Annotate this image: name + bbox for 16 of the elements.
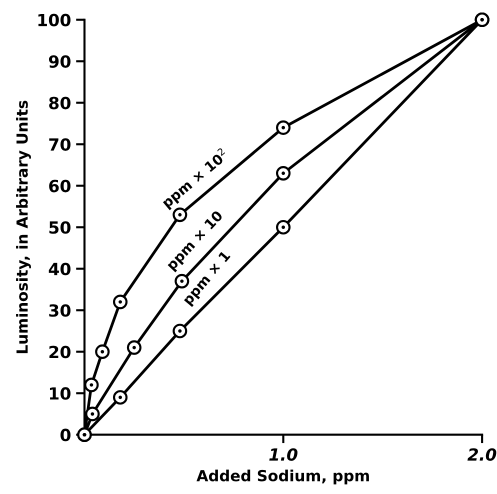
y-tick-label: 0 bbox=[60, 428, 70, 442]
y-tick-label: 40 bbox=[48, 262, 70, 276]
annotation: ppm × 10$^{2}$ bbox=[160, 148, 230, 210]
y-tick-label: 30 bbox=[49, 304, 70, 317]
y-tick-label: 20 bbox=[49, 346, 70, 358]
y-tick-label: 60 bbox=[49, 180, 70, 192]
y-tick-label: 70 bbox=[49, 138, 70, 151]
x-tick-label: 1.0 bbox=[269, 448, 298, 461]
y-tick-label: 50 bbox=[49, 221, 70, 234]
y-tick-label: 10 bbox=[50, 387, 70, 400]
y-tick-label: 100 bbox=[38, 14, 70, 26]
x-tick-label: 2.0 bbox=[467, 448, 496, 461]
y-tick-label: 90 bbox=[48, 55, 70, 68]
y-tick-label: 80 bbox=[49, 96, 70, 110]
x-axis-title: Added Sodium, ppm bbox=[196, 470, 369, 484]
y-axis-title: Luminosity, in Arbitrary Units bbox=[16, 100, 31, 354]
